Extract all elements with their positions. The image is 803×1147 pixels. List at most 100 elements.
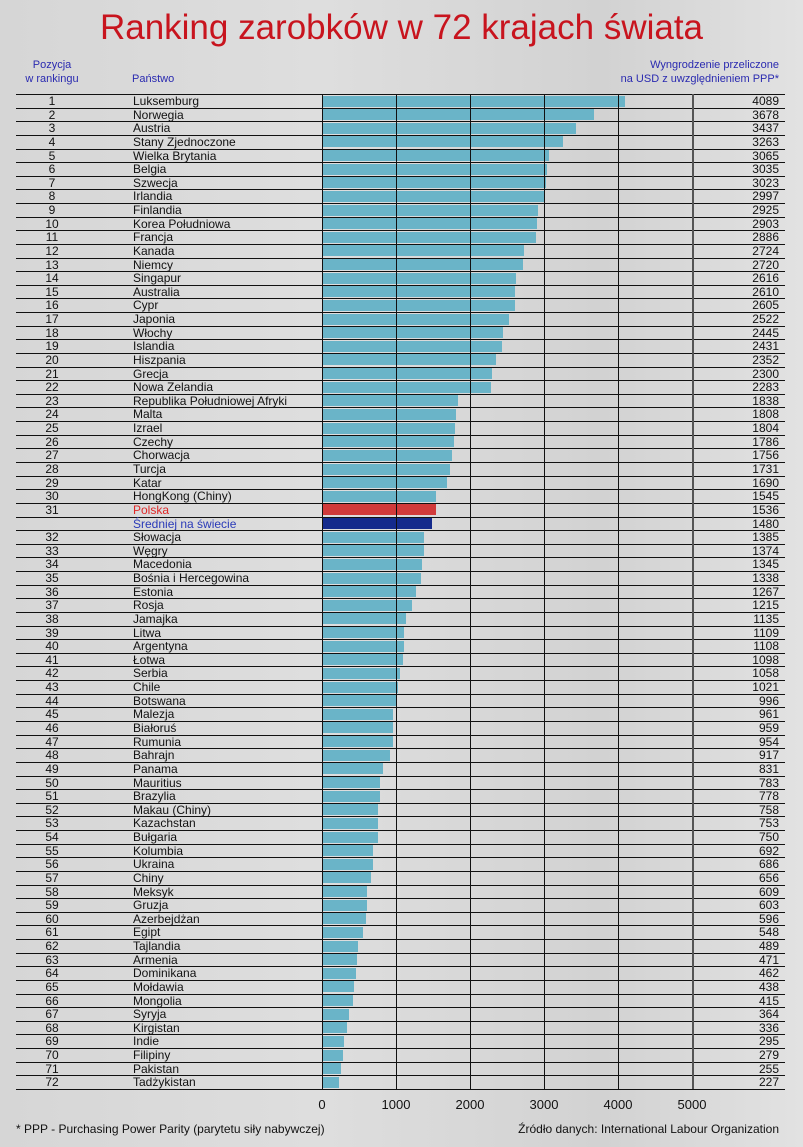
row-rank: 13 xyxy=(45,257,59,272)
country-header: Państwo xyxy=(132,73,175,85)
row-rank: 11 xyxy=(45,230,59,245)
row-rank: 35 xyxy=(45,571,59,586)
row-value: 2445 xyxy=(752,325,779,340)
row-country: Hiszpania xyxy=(133,352,186,367)
source-note: Źródło danych: International Labour Orga… xyxy=(518,1122,779,1136)
row-line xyxy=(16,721,785,722)
row-country: Węgry xyxy=(133,543,168,558)
row-line xyxy=(16,885,785,886)
row-country: Syryja xyxy=(133,1007,167,1022)
x-tick-label: 0 xyxy=(318,1096,326,1112)
row-country: Kirgistan xyxy=(133,1020,180,1035)
row-rank: 17 xyxy=(45,312,59,327)
row-rank: 15 xyxy=(45,284,59,299)
row-rank: 52 xyxy=(45,802,59,817)
row-line xyxy=(16,939,785,940)
row-value: 2610 xyxy=(752,284,779,299)
row-line xyxy=(16,462,785,463)
row-line xyxy=(16,489,785,490)
bar-61 xyxy=(322,926,363,938)
row-rank: 8 xyxy=(48,189,56,204)
row-rank: 19 xyxy=(45,339,59,354)
row-rank: 56 xyxy=(45,857,59,872)
gridline xyxy=(470,94,471,1089)
row-line xyxy=(16,626,785,627)
bar-56 xyxy=(322,858,373,870)
bar-25 xyxy=(322,422,456,434)
row-value: 2605 xyxy=(752,298,779,313)
row-country: Brazylia xyxy=(133,789,176,804)
bar-20 xyxy=(322,354,497,366)
row-country: Francja xyxy=(133,230,174,245)
row-country: Singapur xyxy=(133,271,182,286)
row-rank: 47 xyxy=(45,734,59,749)
row-country: Serbia xyxy=(133,666,168,681)
row-value: 548 xyxy=(758,925,779,940)
gridline xyxy=(618,94,619,1089)
value-header: Wyngrodzenie przeliczone na USD z uwzglę… xyxy=(621,58,779,86)
row-value: 2925 xyxy=(752,203,779,218)
row-line xyxy=(16,203,785,204)
row-value: 2720 xyxy=(752,257,779,272)
row-country: Katar xyxy=(133,475,162,490)
row-line xyxy=(16,503,785,504)
row-rank: 27 xyxy=(45,448,59,463)
row-rank: 62 xyxy=(45,939,59,954)
row-line xyxy=(16,217,785,218)
row-line xyxy=(16,1089,785,1090)
row-line xyxy=(16,517,785,518)
row-line xyxy=(16,162,785,163)
row-rank: 60 xyxy=(45,911,59,926)
row-value: 1536 xyxy=(752,502,779,517)
row-line xyxy=(16,435,785,436)
position-header-line2: w rankingu xyxy=(25,73,79,85)
row-rank: 57 xyxy=(45,870,59,885)
row-rank: 32 xyxy=(45,530,59,545)
row-value: 1267 xyxy=(752,584,779,599)
row-value: 1215 xyxy=(752,598,779,613)
row-rank: 41 xyxy=(45,652,59,667)
x-tick-label: 1000 xyxy=(381,1096,411,1112)
row-value: 2300 xyxy=(752,366,779,381)
row-rank: 1 xyxy=(48,94,56,108)
row-value: 4089 xyxy=(752,94,779,108)
row-line xyxy=(16,149,785,150)
row-value: 489 xyxy=(758,939,779,954)
x-tick-label: 2000 xyxy=(455,1096,485,1112)
row-line xyxy=(16,598,785,599)
row-country: Luksemburg xyxy=(133,94,200,108)
row-rank: 28 xyxy=(45,462,59,476)
row-country: Włochy xyxy=(133,325,173,340)
row-rank: 24 xyxy=(45,407,59,422)
row-line xyxy=(16,380,785,381)
x-tick-label: 4000 xyxy=(603,1096,633,1112)
row-country: Niemcy xyxy=(133,257,174,272)
row-line xyxy=(16,394,785,395)
row-line xyxy=(16,844,785,845)
row-line xyxy=(16,953,785,954)
row-rank: 6 xyxy=(48,162,56,177)
bar-44 xyxy=(322,695,396,707)
bar-60 xyxy=(322,913,367,925)
row-country: Filipiny xyxy=(133,1048,171,1063)
bar-43 xyxy=(322,681,398,693)
bar-72 xyxy=(322,1076,339,1088)
row-country: Australia xyxy=(133,284,180,299)
bar-4 xyxy=(322,136,564,148)
row-line xyxy=(16,544,785,545)
row-line xyxy=(16,857,785,858)
row-rank: 69 xyxy=(45,1034,59,1049)
row-country: Finlandia xyxy=(133,203,182,218)
row-value: 255 xyxy=(758,1061,779,1076)
x-tick-label: 3000 xyxy=(529,1096,559,1112)
row-line xyxy=(16,230,785,231)
row-country: Islandia xyxy=(133,339,175,354)
bar-23 xyxy=(322,395,458,407)
row-line xyxy=(16,694,785,695)
row-rank: 33 xyxy=(45,543,59,558)
row-line xyxy=(16,680,785,681)
row-country: Mołdawia xyxy=(133,979,184,994)
row-value: 1731 xyxy=(752,462,779,476)
row-country: Tajlandia xyxy=(133,939,181,954)
row-value: 1804 xyxy=(752,421,779,436)
